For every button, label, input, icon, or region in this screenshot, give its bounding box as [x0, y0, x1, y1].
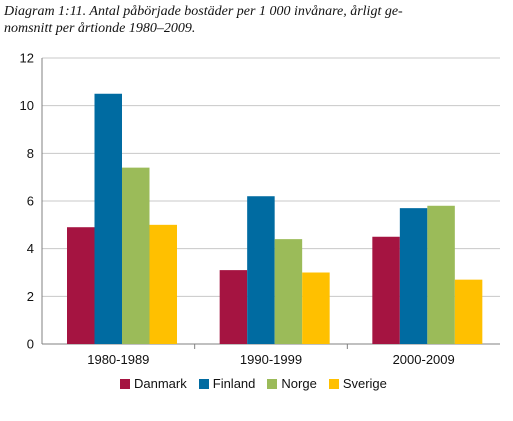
bar-danmark-1990-1999 [219, 270, 248, 344]
bar-finland-1980-1989 [94, 93, 122, 344]
y-tick-label: 6 [27, 194, 34, 209]
chart-caption: Diagram 1:11. Antal påbörjade bostäder p… [4, 3, 504, 37]
caption-line-1: Diagram 1:11. Antal påbörjade bostäder p… [4, 4, 403, 19]
legend-label: Sverige [342, 376, 387, 391]
bar-sverige-2000-2009 [454, 279, 483, 344]
x-tick-label: 1980-1989 [87, 352, 149, 367]
legend-item-finland: Finland [198, 376, 256, 391]
bar-norge-1990-1999 [274, 239, 303, 344]
legend-label: Norge [281, 376, 317, 391]
bar-finland-1990-1999 [247, 196, 275, 344]
bar-danmark-2000-2009 [372, 236, 400, 344]
legend-item-danmark: Danmark [120, 376, 187, 391]
legend-swatch [267, 378, 278, 389]
legend-item-norge: Norge [267, 376, 317, 391]
legend-item-sverige: Sverige [328, 376, 387, 391]
legend-swatch [198, 378, 209, 389]
y-tick-label: 0 [27, 337, 34, 352]
legend-label: Danmark [134, 376, 187, 391]
x-tick-label: 1990-1999 [240, 352, 302, 367]
bar-norge-2000-2009 [427, 205, 455, 344]
caption-line-2: nomsnitt per årtionde 1980–2009. [4, 21, 196, 36]
y-tick-label: 8 [27, 146, 34, 161]
chart-legend: Danmark Finland Norge Sverige [120, 376, 399, 391]
y-tick-label: 12 [20, 51, 34, 66]
legend-swatch [120, 378, 130, 389]
y-tick-label: 4 [27, 241, 34, 256]
bar-danmark-1980-1989 [67, 227, 95, 344]
x-tick-label: 2000-2009 [393, 352, 455, 367]
bar-sverige-1980-1989 [149, 224, 177, 344]
legend-label: Finland [212, 376, 256, 391]
bar-finland-2000-2009 [399, 208, 428, 344]
y-tick-label: 2 [27, 289, 34, 304]
legend-swatch [328, 378, 339, 389]
y-tick-label: 10 [20, 98, 34, 113]
bar-norge-1980-1989 [122, 167, 150, 344]
bar-sverige-1990-1999 [302, 272, 330, 344]
